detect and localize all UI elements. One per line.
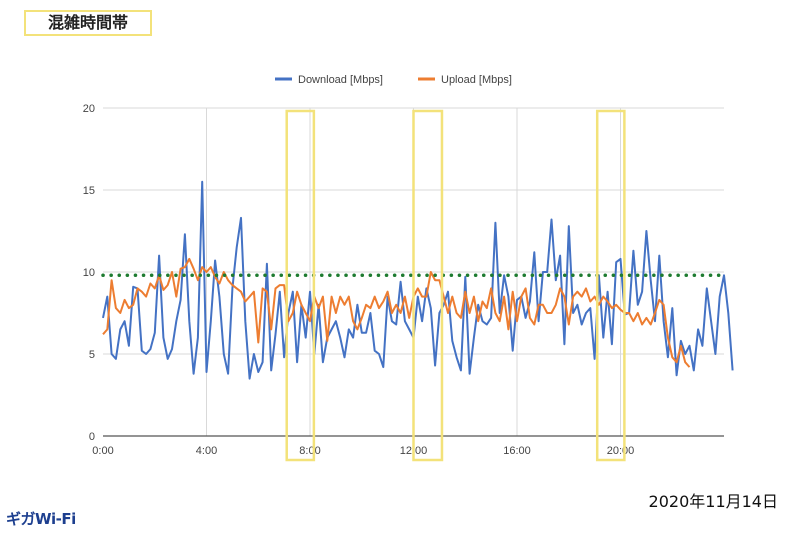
date-label: 2020年11月14日	[648, 492, 778, 511]
upload-series-line	[102, 257, 691, 368]
congestion-highlight-box	[412, 109, 444, 462]
legend-label-upload: Upload [Mbps]	[441, 74, 512, 86]
y-tick-label: 0	[89, 431, 95, 443]
congestion-highlight-box	[285, 109, 316, 462]
page-title: 混雑時間帯	[24, 10, 152, 36]
legend: Download [Mbps] Upload [Mbps]	[275, 74, 512, 86]
x-tick-label: 16:00	[503, 445, 531, 457]
x-tick-label: 8:00	[299, 445, 320, 457]
y-tick-label: 20	[83, 103, 95, 115]
x-tick-label: 0:00	[92, 445, 113, 457]
series-lines	[101, 180, 734, 380]
brand-logo: ギガWi-Fi	[6, 510, 76, 528]
congestion-highlight-box	[595, 109, 626, 462]
highlight-boxes	[285, 109, 626, 462]
x-tick-label: 4:00	[196, 445, 217, 457]
y-tick-label: 15	[83, 185, 95, 197]
legend-label-download: Download [Mbps]	[298, 74, 383, 86]
y-tick-label: 5	[89, 349, 95, 361]
x-tick-label: 20:00	[607, 445, 635, 457]
y-tick-label: 10	[83, 267, 95, 279]
